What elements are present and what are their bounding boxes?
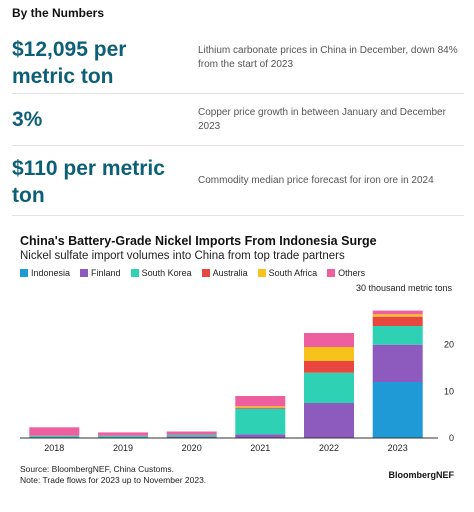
bar-segment-2021-south-africa xyxy=(235,406,286,408)
bar-segment-2022-australia xyxy=(304,361,354,373)
source-line: Source: BloombergNEF, China Customs. xyxy=(20,464,175,474)
legend-item-australia: Australia xyxy=(201,268,248,278)
legend-label: South Korea xyxy=(141,268,192,278)
bar-segment-2023-others xyxy=(372,310,423,315)
bar-segment-2023-south-korea xyxy=(372,326,423,345)
legend-item-south-korea: South Korea xyxy=(130,268,192,278)
chart-legend: Indonesia Finland South Korea Australia Sout… xyxy=(20,268,365,278)
bar-segment-2021-others xyxy=(235,396,286,407)
bar-segment-2018-others xyxy=(29,427,80,436)
legend-item-others: Others xyxy=(327,268,365,278)
x-tick-label: 2022 xyxy=(319,443,339,453)
bar-segment-2021-finland xyxy=(235,434,286,438)
legend-item-finland: Finland xyxy=(80,268,121,278)
bar-segment-2020-finland xyxy=(166,436,217,438)
bar-segment-2020-south-korea xyxy=(166,434,217,437)
bar-segment-2021-australia xyxy=(235,407,286,409)
bar-segment-2020-others xyxy=(166,431,217,435)
bar-segment-2018-south-korea xyxy=(29,435,80,438)
stat-row-lithium: $12,095 per metric ton Lithium carbonate… xyxy=(12,26,464,94)
y-tick-label: 10 xyxy=(444,386,454,396)
legend-swatch xyxy=(327,269,336,277)
stat-value: 3% xyxy=(12,108,43,131)
chart-title: China's Battery-Grade Nickel Imports Fro… xyxy=(20,234,377,248)
stat-description: Lithium carbonate prices in China in Dec… xyxy=(198,45,458,70)
bar-segment-2019-others xyxy=(98,432,148,436)
bar-segment-2023-finland xyxy=(372,344,423,382)
legend-swatch xyxy=(201,269,210,277)
y-tick-label: 20 xyxy=(444,340,454,350)
legend-item-south-africa: South Africa xyxy=(257,268,318,278)
legend-swatch xyxy=(130,269,139,277)
bar-segment-2023-indonesia xyxy=(372,382,423,438)
x-tick-label: 2020 xyxy=(182,443,202,453)
legend-label: Others xyxy=(338,268,366,278)
bar-segment-2019-south-korea xyxy=(98,435,148,438)
legend-label: Finland xyxy=(91,268,121,278)
bar-segment-2021-south-korea xyxy=(235,408,286,435)
legend-swatch xyxy=(20,269,28,277)
stat-row-iron-ore: $110 per metric ton Commodity median pri… xyxy=(12,146,464,216)
stat-description: Commodity median price forecast for iron… xyxy=(198,175,434,186)
y-axis-unit-label: 30 thousand metric tons xyxy=(355,283,452,293)
stat-value: $110 per metric ton xyxy=(12,157,165,207)
note-line: Note: Trade flows for 2023 up to Novembe… xyxy=(20,475,207,485)
stat-description: Copper price growth in between January a… xyxy=(198,107,446,132)
stat-value: $12,095 per metric ton xyxy=(12,38,127,88)
chart-card: China's Battery-Grade Nickel Imports Fro… xyxy=(12,226,464,498)
bar-segment-2022-finland xyxy=(304,403,354,438)
stacked-bar-chart: 2018 2019 2020 2021 2022 2023 0 10 20 xyxy=(20,310,454,453)
chart-subtitle: Nickel sulfate import volumes into China… xyxy=(20,250,345,262)
x-tick-label: 2018 xyxy=(44,443,64,453)
x-tick-label: 2023 xyxy=(388,443,408,453)
legend-label: Indonesia xyxy=(31,268,71,278)
chart-source: Source: BloombergNEF, China Customs. Not… xyxy=(20,464,206,486)
y-tick-label: 0 xyxy=(449,433,454,443)
x-tick-label: 2021 xyxy=(250,443,270,453)
legend-label: South Africa xyxy=(268,268,318,278)
stat-row-copper: 3% Copper price growth in between Januar… xyxy=(12,94,464,146)
bar-segment-2022-south-africa xyxy=(304,347,354,361)
legend-swatch xyxy=(80,269,89,277)
bar-segment-2023-south-africa xyxy=(372,314,423,317)
bar-segment-2022-south-korea xyxy=(304,372,354,403)
legend-swatch xyxy=(257,269,266,277)
bar-segment-2023-australia xyxy=(372,316,423,326)
legend-item-indonesia: Indonesia xyxy=(20,268,70,278)
bar-segment-2022-others xyxy=(304,333,354,347)
section-title: By the Numbers xyxy=(12,6,105,20)
legend-label: Australia xyxy=(212,268,248,278)
brand-logo-text: BloombergNEF xyxy=(388,470,454,480)
x-tick-label: 2019 xyxy=(113,443,133,453)
